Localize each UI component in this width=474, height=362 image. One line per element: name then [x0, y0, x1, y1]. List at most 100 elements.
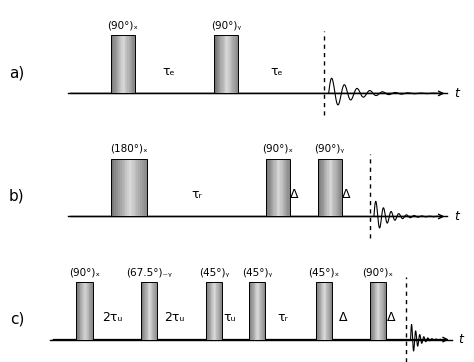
Bar	[206, 282, 222, 340]
Bar	[86, 282, 87, 340]
Bar	[282, 159, 283, 216]
Bar	[385, 282, 386, 340]
Bar	[233, 35, 235, 93]
Bar	[126, 35, 128, 93]
Bar	[210, 282, 211, 340]
Text: t: t	[454, 210, 459, 223]
Bar	[89, 282, 90, 340]
Text: a): a)	[9, 66, 25, 81]
Bar	[155, 282, 156, 340]
Bar	[121, 35, 123, 93]
Bar	[111, 35, 135, 93]
Bar	[125, 35, 126, 93]
Bar	[280, 159, 282, 216]
Bar	[112, 35, 113, 93]
Bar	[320, 159, 321, 216]
Bar	[141, 282, 142, 340]
Bar	[231, 35, 232, 93]
Bar	[268, 159, 270, 216]
Bar	[122, 159, 124, 216]
Bar	[275, 159, 277, 216]
Bar	[339, 159, 340, 216]
Bar	[328, 282, 329, 340]
Bar	[274, 159, 275, 216]
Bar	[321, 282, 322, 340]
Bar	[264, 282, 265, 340]
Bar	[111, 159, 147, 216]
Text: (90°)ₓ: (90°)ₓ	[263, 144, 293, 154]
Bar	[318, 159, 319, 216]
Bar	[113, 159, 115, 216]
Text: Δ: Δ	[290, 188, 299, 201]
Bar	[92, 282, 93, 340]
Bar	[80, 282, 81, 340]
Text: τₑ: τₑ	[271, 65, 283, 78]
Bar	[156, 282, 157, 340]
Bar	[237, 35, 238, 93]
Bar	[119, 35, 120, 93]
Bar	[230, 35, 231, 93]
Bar	[153, 282, 154, 340]
Text: (90°)ᵧ: (90°)ᵧ	[315, 144, 345, 154]
Bar	[151, 282, 152, 340]
Bar	[260, 282, 261, 340]
Bar	[218, 282, 219, 340]
Bar	[323, 159, 324, 216]
Bar	[321, 159, 323, 216]
Bar	[113, 35, 114, 93]
Bar	[318, 282, 319, 340]
Text: (45°)ᵧ: (45°)ᵧ	[199, 267, 229, 277]
Bar	[84, 282, 85, 340]
Text: (90°)ₓ: (90°)ₓ	[107, 21, 138, 31]
Bar	[91, 282, 92, 340]
Bar	[377, 282, 378, 340]
Bar	[337, 159, 338, 216]
Bar	[253, 282, 254, 340]
Bar	[320, 282, 321, 340]
Bar	[255, 282, 256, 340]
Bar	[273, 159, 274, 216]
Bar	[149, 282, 150, 340]
Text: (90°)ᵧ: (90°)ᵧ	[211, 21, 241, 31]
Bar	[219, 282, 220, 340]
Bar	[214, 35, 238, 93]
Bar	[226, 35, 228, 93]
Bar	[228, 35, 230, 93]
Bar	[206, 282, 207, 340]
Bar	[270, 159, 271, 216]
Bar	[126, 159, 128, 216]
Bar	[217, 35, 218, 93]
Bar	[324, 282, 325, 340]
Bar	[76, 282, 93, 340]
Bar	[217, 282, 218, 340]
Bar	[251, 282, 252, 340]
Bar	[82, 282, 83, 340]
Bar	[330, 159, 331, 216]
Bar	[249, 282, 250, 340]
Bar	[130, 35, 131, 93]
Bar	[370, 282, 371, 340]
Bar	[278, 159, 279, 216]
Bar	[114, 35, 116, 93]
Bar	[266, 159, 290, 216]
Bar	[271, 159, 272, 216]
Bar	[266, 159, 267, 216]
Bar	[259, 282, 260, 340]
Bar	[220, 282, 221, 340]
Bar	[256, 282, 257, 340]
Text: b): b)	[9, 189, 25, 204]
Bar	[249, 282, 265, 340]
Text: 2τᵤ: 2τᵤ	[102, 311, 122, 324]
Bar	[316, 282, 332, 340]
Bar	[137, 159, 138, 216]
Bar	[374, 282, 375, 340]
Bar	[323, 282, 324, 340]
Text: τᵣ: τᵣ	[277, 311, 288, 324]
Bar	[111, 35, 112, 93]
Bar	[325, 282, 326, 340]
Bar	[146, 159, 147, 216]
Bar	[87, 282, 88, 340]
Bar	[333, 159, 335, 216]
Bar	[328, 159, 330, 216]
Bar	[220, 35, 221, 93]
